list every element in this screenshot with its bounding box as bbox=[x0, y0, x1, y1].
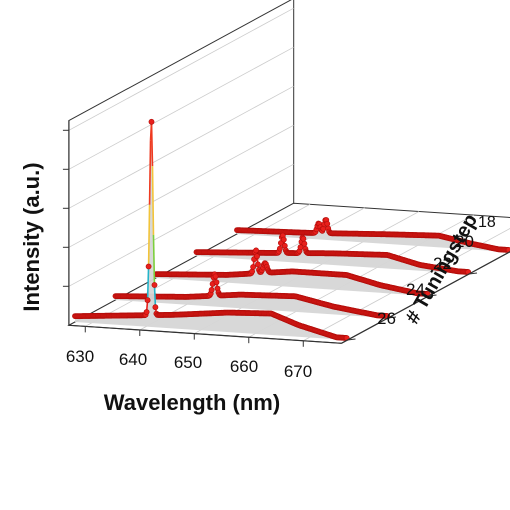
data-point bbox=[301, 240, 308, 247]
data-point bbox=[280, 236, 287, 243]
data-point bbox=[254, 253, 260, 260]
z-tick-label: 22 bbox=[433, 254, 452, 273]
data-point bbox=[213, 279, 220, 286]
data-point bbox=[300, 235, 307, 242]
gridline bbox=[68, 85, 294, 209]
series-24 bbox=[112, 271, 391, 319]
x-tick-label: 670 bbox=[284, 362, 312, 381]
data-point bbox=[151, 282, 158, 288]
gridline bbox=[85, 203, 311, 327]
x-tick-label: 650 bbox=[174, 353, 202, 372]
x-axis-line bbox=[68, 324, 342, 344]
gridline bbox=[68, 7, 294, 131]
y-axis-title: Intensity (a.u.) bbox=[19, 162, 44, 311]
z-tick-label: 24 bbox=[406, 280, 425, 299]
series-22 bbox=[153, 247, 431, 297]
data-point bbox=[253, 247, 259, 254]
x-tick-label: 660 bbox=[230, 357, 258, 376]
data-point bbox=[143, 309, 150, 315]
series-18 bbox=[234, 217, 510, 253]
gridline bbox=[303, 228, 510, 342]
data-point bbox=[324, 220, 331, 227]
data-point bbox=[276, 245, 283, 252]
series-line-segment bbox=[146, 266, 150, 301]
data-point bbox=[145, 263, 152, 270]
z-tick-label: 18 bbox=[478, 214, 496, 231]
data-point bbox=[212, 273, 219, 280]
series-line-segment bbox=[148, 140, 152, 205]
gridline bbox=[68, 46, 294, 170]
gridline bbox=[68, 124, 294, 248]
series-line-segment bbox=[152, 234, 156, 286]
z-tick-label: 26 bbox=[377, 309, 396, 328]
data-point bbox=[148, 118, 155, 125]
series-layer bbox=[68, 118, 510, 344]
series-line-segment bbox=[153, 284, 157, 308]
data-point bbox=[144, 297, 151, 304]
gridline bbox=[68, 163, 294, 287]
x-axis-title: Wavelength (nm) bbox=[104, 390, 280, 415]
series-line-segment bbox=[151, 166, 155, 235]
x-tick-label: 640 bbox=[119, 350, 147, 369]
z-axis-line bbox=[341, 251, 510, 344]
series-20 bbox=[193, 232, 472, 275]
data-point bbox=[208, 286, 215, 293]
series-line-segment bbox=[150, 121, 154, 167]
series-26 bbox=[72, 118, 350, 341]
z-tick-label: 20 bbox=[455, 232, 474, 251]
series-line-segment bbox=[147, 204, 151, 267]
data-point bbox=[152, 304, 159, 311]
x-tick-label: 630 bbox=[66, 347, 94, 366]
data-point bbox=[255, 261, 261, 268]
data-point bbox=[250, 264, 256, 270]
